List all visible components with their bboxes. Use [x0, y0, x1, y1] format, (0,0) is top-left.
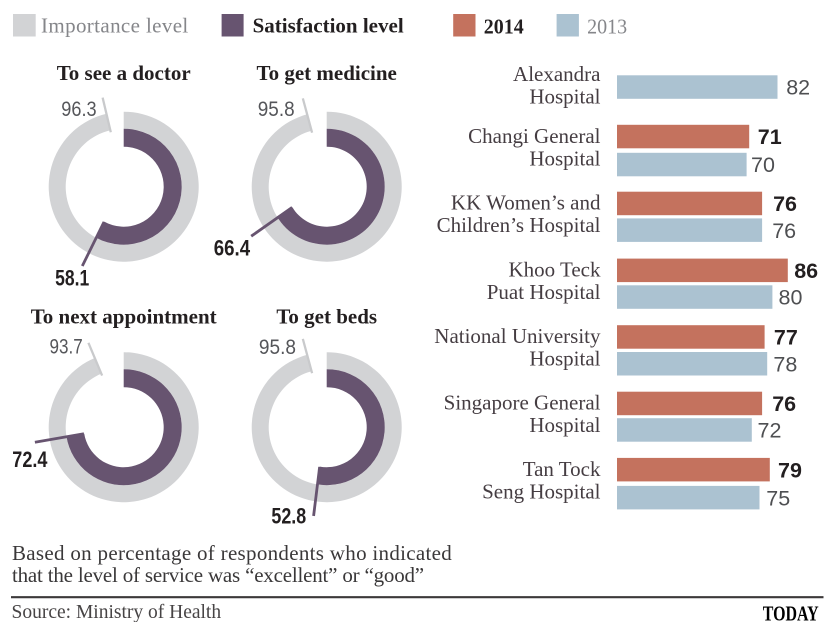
svg-text:Tan Tock: Tan Tock — [523, 457, 601, 481]
svg-text:Based on percentage of respond: Based on percentage of respondents who i… — [12, 541, 452, 565]
svg-text:Importance level: Importance level — [41, 14, 189, 38]
svg-text:76: 76 — [772, 392, 796, 416]
svg-text:To get beds: To get beds — [276, 304, 377, 328]
svg-text:78: 78 — [773, 352, 797, 376]
svg-text:71: 71 — [758, 125, 782, 149]
svg-text:Hospital: Hospital — [529, 85, 600, 109]
svg-text:To get medicine: To get medicine — [257, 61, 397, 85]
svg-text:Hospital: Hospital — [529, 347, 600, 371]
svg-text:Alexandra: Alexandra — [513, 62, 601, 86]
svg-text:National University: National University — [434, 324, 601, 348]
svg-text:Seng Hospital: Seng Hospital — [482, 479, 601, 503]
svg-text:95.8: 95.8 — [259, 336, 296, 359]
svg-text:96.3: 96.3 — [61, 98, 96, 121]
svg-text:To next appointment: To next appointment — [31, 304, 217, 328]
svg-text:72.4: 72.4 — [12, 447, 48, 472]
svg-text:75: 75 — [766, 486, 790, 510]
svg-text:79: 79 — [778, 458, 802, 482]
svg-text:Satisfaction level: Satisfaction level — [253, 14, 404, 38]
svg-text:58.1: 58.1 — [55, 266, 89, 291]
svg-text:76: 76 — [772, 219, 796, 243]
svg-text:76: 76 — [773, 192, 797, 216]
svg-text:TODAY: TODAY — [763, 602, 819, 622]
svg-text:72: 72 — [758, 419, 782, 443]
svg-text:To see a doctor: To see a doctor — [57, 61, 191, 85]
svg-text:2014: 2014 — [484, 15, 524, 39]
svg-text:82: 82 — [786, 76, 810, 100]
svg-text:52.8: 52.8 — [271, 503, 306, 528]
svg-text:Children’s Hospital: Children’s Hospital — [437, 213, 601, 237]
svg-text:Khoo Teck: Khoo Teck — [508, 258, 601, 282]
svg-text:Source: Ministry of Health: Source: Ministry of Health — [12, 602, 222, 622]
svg-text:93.7: 93.7 — [50, 336, 83, 359]
svg-text:77: 77 — [774, 326, 798, 350]
svg-text:80: 80 — [779, 286, 803, 310]
svg-text:Puat Hospital: Puat Hospital — [487, 280, 601, 304]
svg-text:95.8: 95.8 — [258, 98, 295, 121]
svg-text:66.4: 66.4 — [214, 235, 251, 260]
svg-text:Changi General: Changi General — [468, 124, 601, 148]
svg-text:2013: 2013 — [587, 15, 627, 39]
svg-text:KK Women’s and: KK Women’s and — [451, 191, 601, 215]
svg-text:Singapore General: Singapore General — [444, 391, 601, 415]
svg-text:70: 70 — [751, 153, 775, 177]
svg-text:Hospital: Hospital — [529, 413, 600, 437]
svg-text:that the level of service was: that the level of service was “excellent… — [12, 563, 424, 587]
svg-text:86: 86 — [794, 259, 818, 283]
svg-text:Hospital: Hospital — [529, 146, 600, 170]
